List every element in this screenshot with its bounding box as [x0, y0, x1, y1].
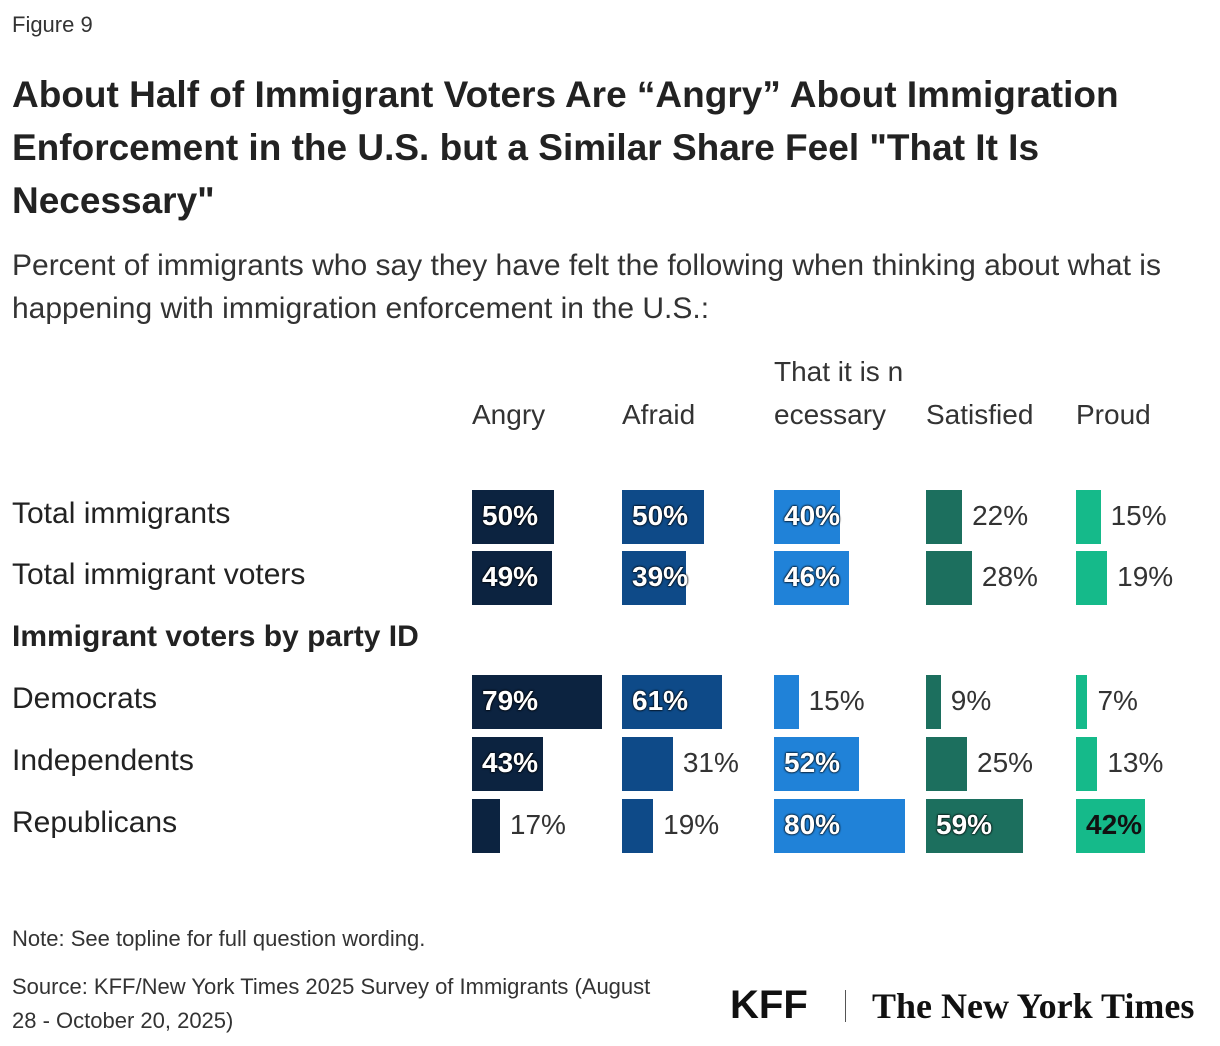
bar: [1076, 799, 1145, 853]
value-label: 43%: [482, 747, 539, 778]
value-label: 50%: [482, 500, 539, 531]
column-header: Satisfied: [926, 399, 1034, 430]
row-label: Republicans: [12, 806, 178, 839]
value-label: 7%: [1097, 685, 1138, 716]
value-label: 25%: [977, 747, 1034, 778]
bar: [926, 551, 972, 605]
chart-title: About Half of Immigrant Voters Are “Angr…: [12, 74, 1119, 221]
row-label: Democrats: [12, 682, 158, 715]
value-label: 59%: [936, 809, 993, 840]
value-label: 50%: [632, 500, 689, 531]
value-label: 61%: [632, 685, 689, 716]
bar: [1076, 490, 1101, 544]
bar: [774, 490, 840, 544]
value-label: 13%: [1107, 747, 1164, 778]
value-label: 22%: [972, 500, 1029, 531]
value-label: 46%: [784, 561, 841, 592]
bar: [1076, 675, 1088, 729]
bar: [472, 799, 500, 853]
bar: [472, 675, 602, 729]
value-label: 9%: [950, 685, 992, 716]
bar: [926, 675, 941, 729]
bar: [472, 551, 553, 605]
note: Note: See topline for full question word…: [12, 926, 426, 951]
value-label: 15%: [1110, 500, 1167, 531]
row-label: Immigrant voters by party ID: [12, 620, 419, 653]
value-label: 19%: [1117, 561, 1174, 592]
value-label: 15%: [808, 685, 865, 716]
bar: [774, 551, 850, 605]
column-header: Proud: [1076, 399, 1151, 430]
bar: [472, 737, 543, 791]
row-label: Independents: [12, 744, 194, 777]
value-label: 40%: [784, 500, 841, 531]
value-label: 52%: [784, 747, 841, 778]
bar: [926, 490, 963, 544]
value-label: 31%: [682, 747, 739, 778]
column-header: That it is necessary: [774, 356, 904, 430]
bar: [622, 551, 686, 605]
bar: [774, 799, 906, 853]
figure-label: Figure 9: [12, 12, 93, 37]
value-label: 42%: [1086, 809, 1143, 840]
bar: [926, 737, 967, 791]
bar: [472, 490, 554, 544]
source: Source: KFF/New York Times 2025 Survey o…: [12, 974, 651, 1033]
row-label: Total immigrant voters: [12, 558, 306, 591]
bar: [622, 737, 673, 791]
value-label: 49%: [482, 561, 539, 592]
logo: KFF: [730, 983, 808, 1027]
bar: [1076, 737, 1098, 791]
column-header: Afraid: [622, 399, 696, 430]
separator: [845, 990, 846, 1022]
value-label: 19%: [663, 809, 720, 840]
column-header: Angry: [472, 399, 546, 430]
chart-subtitle: Percent of immigrants who say they have …: [12, 249, 1161, 325]
bar: [622, 490, 704, 544]
value-label: 80%: [784, 809, 841, 840]
logo: The New York Times: [872, 986, 1195, 1026]
bar: [622, 675, 723, 729]
bar: [774, 737, 860, 791]
value-label: 39%: [632, 561, 689, 592]
bar: [622, 799, 654, 853]
value-label: 28%: [981, 561, 1038, 592]
value-label: 17%: [509, 809, 566, 840]
row-label: Total immigrants: [12, 497, 231, 530]
bar: [1076, 551, 1108, 605]
bar: [774, 675, 799, 729]
bar: [926, 799, 1023, 853]
value-label: 79%: [482, 685, 539, 716]
